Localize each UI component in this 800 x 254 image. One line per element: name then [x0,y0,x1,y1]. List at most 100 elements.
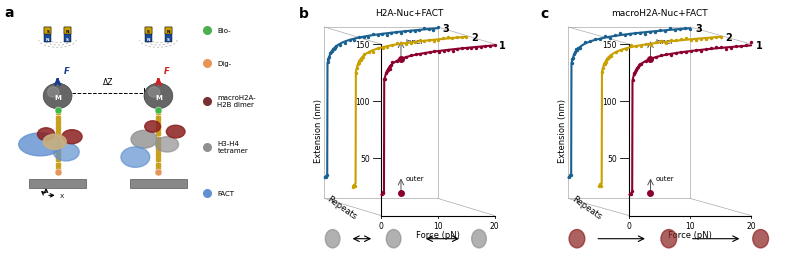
Text: 0: 0 [626,221,631,230]
Point [639,43,652,47]
Text: X: X [60,194,64,199]
Point [322,58,335,62]
Circle shape [148,88,160,98]
Text: F: F [63,67,69,76]
Point [386,43,398,47]
Text: Y: Y [34,183,38,188]
Point [626,189,638,194]
Point [348,38,361,42]
Point [451,47,464,51]
Text: b: b [299,7,309,21]
Point [408,29,421,34]
Point [649,31,662,35]
Point [704,37,717,41]
Point [357,36,370,40]
Point [644,30,657,35]
Text: Extension (nm): Extension (nm) [314,99,323,162]
Text: macroH2A-Nuc+FACT: macroH2A-Nuc+FACT [611,8,708,18]
Text: H3-H4
tetramer: H3-H4 tetramer [218,141,248,154]
Point [409,40,422,44]
Point [597,66,610,70]
Point [319,175,332,179]
Point [624,192,637,196]
Point [593,184,606,188]
Ellipse shape [131,131,157,149]
Point [690,38,702,42]
Point [564,174,577,178]
Text: ΔZ: ΔZ [102,78,114,87]
Point [730,45,742,49]
Point [422,28,435,32]
Point [377,191,390,195]
Point [650,41,662,45]
Point [635,62,648,67]
Text: 150: 150 [355,40,370,50]
Point [437,50,450,54]
Point [609,34,622,38]
Point [395,42,408,46]
Ellipse shape [155,137,178,152]
Point [423,51,436,55]
Text: 50: 50 [607,154,617,163]
Text: 100: 100 [355,97,370,106]
Point [629,71,642,75]
Ellipse shape [166,126,185,138]
Point [684,28,697,32]
Point [325,51,338,55]
Point [599,61,612,65]
FancyBboxPatch shape [145,28,152,35]
Point [639,33,652,37]
Point [318,175,331,179]
Point [614,49,627,53]
Point [456,47,469,51]
Text: 3: 3 [442,24,449,34]
Point [589,38,602,42]
Point [619,48,632,52]
Point [610,51,622,55]
Point [488,44,501,48]
Point [354,58,366,62]
Point [700,48,713,52]
Point [600,58,613,62]
Point [678,27,691,31]
Text: inner: inner [406,38,424,44]
Point [437,37,450,41]
Point [395,58,408,62]
Point [353,60,366,64]
FancyBboxPatch shape [44,28,51,35]
Point [694,38,707,42]
Circle shape [326,230,340,248]
FancyBboxPatch shape [130,179,187,188]
Point [745,41,758,45]
Ellipse shape [18,133,62,156]
Text: 10: 10 [686,221,695,230]
Text: 2: 2 [726,33,732,43]
Point [654,40,667,44]
Point [350,66,363,70]
Point [614,32,626,36]
Point [563,173,576,177]
Point [567,57,580,61]
Point [680,51,693,55]
Text: 150: 150 [602,40,617,50]
Text: macroH2A-
H2B dimer: macroH2A- H2B dimer [218,95,256,108]
Text: 20: 20 [490,221,499,230]
Point [378,77,391,82]
Text: Z: Z [47,179,51,184]
Text: N: N [46,37,50,41]
Point [351,63,364,67]
Circle shape [472,230,486,248]
Point [734,44,747,49]
Point [645,59,658,63]
Point [414,39,426,43]
Circle shape [386,230,401,248]
FancyBboxPatch shape [165,28,172,35]
Circle shape [47,88,59,98]
Point [634,63,646,67]
Point [631,66,644,70]
Point [670,52,682,56]
Point [427,40,440,44]
Point [320,173,333,177]
Point [569,51,582,55]
Text: S: S [66,37,69,41]
